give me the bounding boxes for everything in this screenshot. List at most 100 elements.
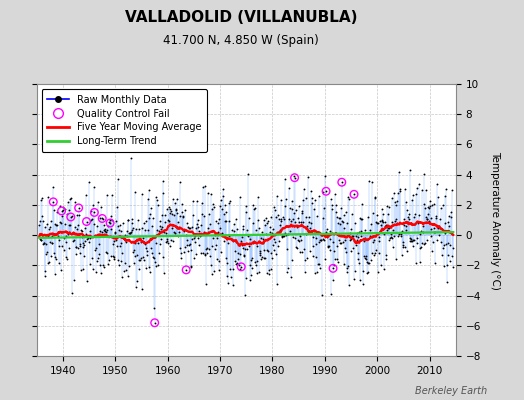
Point bbox=[146, 211, 154, 218]
Point bbox=[413, 220, 422, 226]
Point bbox=[313, 212, 322, 219]
Point bbox=[405, 211, 413, 218]
Point bbox=[382, 252, 390, 258]
Point bbox=[326, 196, 335, 202]
Point bbox=[314, 260, 323, 267]
Point bbox=[319, 215, 327, 222]
Point bbox=[440, 220, 449, 226]
Point bbox=[191, 238, 200, 245]
Point bbox=[281, 230, 290, 236]
Point bbox=[219, 186, 227, 192]
Point bbox=[238, 244, 247, 251]
Point bbox=[197, 222, 205, 228]
Point bbox=[168, 222, 177, 228]
Point bbox=[387, 231, 396, 237]
Point bbox=[60, 246, 68, 253]
Point bbox=[255, 252, 264, 258]
Point bbox=[230, 221, 238, 227]
Point bbox=[205, 253, 214, 259]
Point bbox=[447, 231, 456, 238]
Point bbox=[301, 195, 310, 202]
Point bbox=[114, 257, 123, 263]
Point bbox=[446, 258, 454, 264]
Point bbox=[267, 266, 276, 272]
Point bbox=[381, 222, 390, 228]
Point bbox=[342, 265, 351, 272]
Point bbox=[281, 203, 289, 209]
Point bbox=[361, 234, 369, 241]
Point bbox=[56, 202, 64, 209]
Point bbox=[73, 226, 82, 232]
Point bbox=[92, 269, 100, 275]
Point bbox=[84, 178, 93, 185]
Point bbox=[374, 219, 382, 226]
Point bbox=[103, 250, 111, 256]
Point bbox=[225, 200, 233, 206]
Point bbox=[199, 250, 208, 256]
Point bbox=[110, 254, 118, 261]
Point bbox=[441, 230, 450, 236]
Point bbox=[282, 232, 290, 238]
Point bbox=[421, 205, 430, 212]
Point bbox=[207, 191, 215, 197]
Point bbox=[413, 240, 421, 246]
Point bbox=[291, 235, 300, 242]
Point bbox=[194, 242, 203, 248]
Point bbox=[340, 225, 348, 231]
Point bbox=[213, 235, 222, 242]
Point bbox=[242, 274, 250, 281]
Point bbox=[337, 205, 345, 212]
Point bbox=[241, 246, 249, 252]
Point bbox=[275, 238, 283, 244]
Point bbox=[287, 218, 296, 224]
Point bbox=[128, 220, 136, 226]
Point bbox=[343, 220, 352, 226]
Point bbox=[41, 268, 50, 274]
Point bbox=[319, 236, 327, 242]
Point bbox=[141, 218, 150, 224]
Point bbox=[384, 225, 392, 232]
Point bbox=[321, 172, 330, 179]
Point bbox=[381, 223, 389, 230]
Point bbox=[376, 218, 384, 224]
Point bbox=[106, 220, 114, 226]
Point bbox=[252, 262, 260, 268]
Point bbox=[169, 196, 177, 202]
Point bbox=[98, 215, 106, 222]
Point bbox=[359, 268, 367, 274]
Point bbox=[75, 249, 84, 256]
Point bbox=[254, 217, 262, 223]
Point bbox=[303, 255, 311, 262]
Point bbox=[208, 205, 216, 212]
Point bbox=[398, 228, 406, 234]
Point bbox=[248, 202, 257, 208]
Point bbox=[363, 269, 372, 275]
Point bbox=[432, 212, 440, 219]
Point bbox=[291, 219, 299, 225]
Point bbox=[181, 232, 190, 238]
Point bbox=[264, 248, 272, 254]
Point bbox=[435, 223, 443, 229]
Point bbox=[46, 224, 54, 230]
Point bbox=[81, 225, 90, 232]
Point bbox=[189, 212, 198, 218]
Point bbox=[213, 256, 221, 262]
Point bbox=[254, 194, 263, 201]
Point bbox=[195, 228, 203, 234]
Point bbox=[205, 211, 213, 217]
Point bbox=[132, 226, 140, 232]
Point bbox=[122, 239, 130, 246]
Point bbox=[190, 232, 198, 238]
Point bbox=[47, 218, 56, 224]
Point bbox=[195, 232, 204, 239]
Point bbox=[233, 226, 242, 232]
Point bbox=[110, 238, 118, 244]
Point bbox=[411, 220, 419, 227]
Point bbox=[407, 236, 416, 242]
Point bbox=[411, 260, 420, 266]
Point bbox=[71, 224, 79, 230]
Point bbox=[93, 258, 101, 264]
Point bbox=[385, 237, 394, 243]
Point bbox=[333, 242, 342, 249]
Point bbox=[176, 213, 184, 219]
